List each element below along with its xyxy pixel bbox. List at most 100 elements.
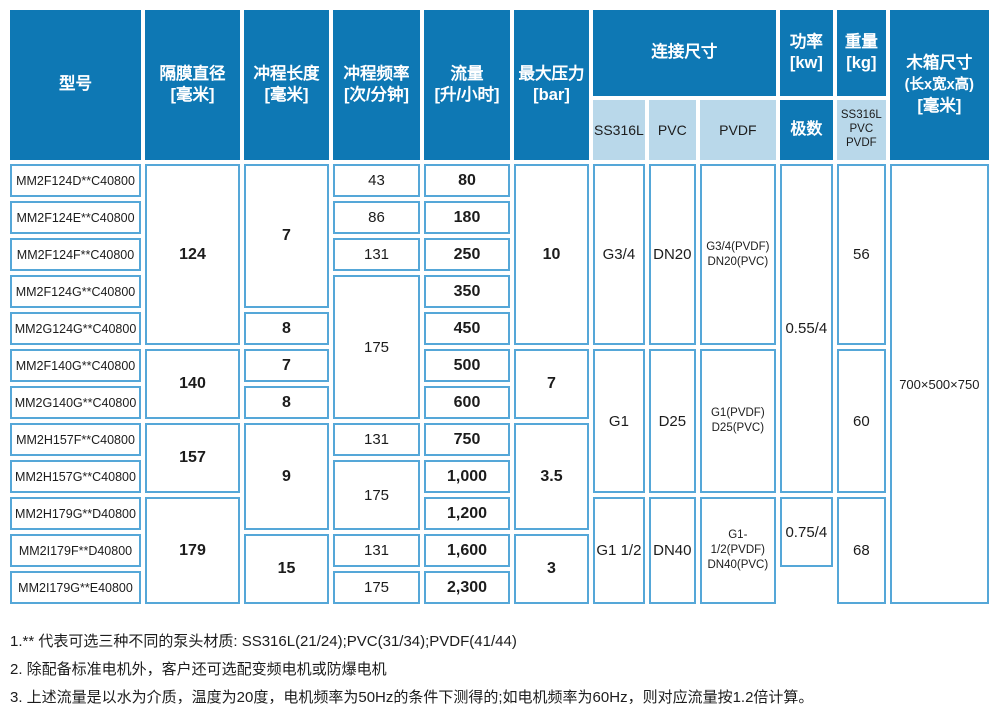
stroke-frequency-cell: 43 [333,164,420,197]
flow-cell: 450 [424,312,510,345]
conn-pvc-cell: DN40 [648,497,696,604]
weight-material-1: SS316L [840,109,882,122]
model-cell: MM2F124F**C40800 [10,238,141,271]
weight-unit: [kg] [846,54,877,72]
table-row: MM2I179F**D40800 15 131 1,600 3 [10,534,989,604]
subheader-poles: 极数 [779,100,833,160]
col-header-stroke-length: 冲程长度 [毫米] [244,10,329,160]
conn-pvc-cell: D25 [648,349,696,493]
col-header-power: 功率 [kw] [779,10,833,96]
col-header-flow: 流量 [升/小时] [424,10,510,160]
table-row: MM2H157G**C40800 175 1,000 [10,460,989,530]
box-unit: [毫米] [917,96,962,115]
pressure-cell: 10 [514,164,589,345]
flow-cell: 1,000 [424,460,510,493]
flow-cell: 1,200 [424,497,510,530]
connection-label: 连接尺寸 [651,43,718,62]
conn-pvdf-cell: G1-1/2(PVDF) DN40(PVC) [699,497,776,604]
flow-cell: 350 [424,275,510,308]
stroke-length-cell: 7 [244,349,329,382]
model-cell: MM2F124D**C40800 [10,164,141,197]
conn-pvdf-cell: G1(PVDF) D25(PVC) [699,349,776,493]
power-label: 功率 [789,32,823,51]
stroke-length-unit: [毫米] [264,86,309,104]
power-unit: [kw] [789,54,823,72]
table-row: MM2F140G**C40800 140 7 500 7 G1 D25 G1(PVDF) D2… [10,349,989,493]
footnotes: 1.** 代表可选三种不同的泵头材质: SS316L(21/24);PVC(31… [10,628,813,712]
stroke-freq-label: 冲程频率 [343,64,410,83]
table-row: MM2F124D**C40800 124 7 43 80 10 G3/4 DN20 G3/4(P… [10,164,989,604]
flow-cell: 80 [424,164,510,197]
model-cell: MM2G124G**C40800 [10,312,141,345]
conn-ss316l-cell: G1 [593,349,645,493]
col-header-max-pressure: 最大压力 [bar] [514,10,589,160]
flow-cell: 250 [424,238,510,271]
flow-cell: 600 [424,386,510,419]
col-header-connection: 连接尺寸 [593,10,776,96]
flow-cell: 500 [424,349,510,382]
stroke-length-cell: 7 [244,164,329,308]
model-cell: MM2G140G**C40800 [10,386,141,419]
col-header-model-label: 型号 [59,75,92,94]
table-row: MM2F124E**C40800 86 180 [10,201,989,234]
table-row: MM2F124F**C40800 131 250 [10,238,989,271]
flow-cell: 180 [424,201,510,234]
stroke-length-cell: 15 [244,534,329,604]
flow-cell: 2,300 [424,571,510,604]
weight-material-2: PVC [849,123,874,136]
weight-cell: 68 [836,497,886,604]
model-cell: MM2H157F**C40800 [10,423,141,456]
table-row: MM2H157F**C40800 157 9 131 750 3.5 [10,423,989,530]
pressure-cell: 3.5 [514,423,589,530]
footnote-2: 2. 除配备标准电机外，客户还可选配变频电机或防爆电机 [10,661,387,678]
flow-unit: [升/小时] [434,86,500,104]
stroke-length-cell: 8 [244,312,329,345]
pressure-cell: 7 [514,349,589,419]
model-cell: MM2H157G**C40800 [10,460,141,493]
stroke-frequency-cell: 131 [333,534,420,567]
max-pressure-label: 最大压力 [518,64,585,83]
subheader-pvc: PVC [648,100,696,160]
weight-cell: 60 [836,349,886,493]
pressure-cell: 3 [514,534,589,604]
table-header: 型号 隔膜直径 [毫米] 冲程长度 [毫米] 冲程频率 [次/分钟] 流量 [升… [10,10,989,160]
table-row: MM2G140G**C40800 8 600 [10,386,989,419]
table-row: MM2F124G**C40800 175 350 [10,275,989,419]
model-cell: MM2I179F**D40800 [10,534,141,567]
conn-ss316l-cell: G1 1/2 [593,497,645,604]
flow-label: 流量 [450,64,484,83]
flow-cell: 1,600 [424,534,510,567]
stroke-frequency-cell: 175 [333,275,420,419]
stroke-frequency-cell: 175 [333,460,420,530]
model-cell: MM2F124E**C40800 [10,201,141,234]
power-cell: 0.55/4 [779,164,833,493]
model-cell: MM2H179G**D40800 [10,497,141,530]
weight-cell: 56 [836,164,886,345]
header-row-main: 型号 隔膜直径 [毫米] 冲程长度 [毫米] 冲程频率 [次/分钟] 流量 [升… [10,10,989,160]
weight-material-3: PVDF [845,136,877,149]
diameter-cell: 157 [145,423,240,493]
footnote-1: 1.** 代表可选三种不同的泵头材质: SS316L(21/24);PVC(31… [10,633,517,650]
stroke-length-cell: 9 [244,423,329,530]
col-header-diaphragm: 隔膜直径 [毫米] [145,10,240,160]
stroke-frequency-cell: 86 [333,201,420,234]
col-header-stroke-frequency: 冲程频率 [次/分钟] [333,10,420,160]
stroke-length-cell: 8 [244,386,329,419]
table-body: MM2F124D**C40800 124 7 43 80 10 G3/4 DN20 G3/4(P… [10,164,989,604]
model-cell: MM2F140G**C40800 [10,349,141,382]
conn-pvdf-cell: G3/4(PVDF) DN20(PVC) [699,164,776,345]
diaphragm-label: 隔膜直径 [159,64,226,83]
table-row: MM2I179G**E40800 175 2,300 [10,571,989,604]
diameter-cell: 140 [145,349,240,419]
box-cell: 700×500×750 [889,164,989,604]
col-header-box: 木箱尺寸 (长x宽x高) [毫米] [889,10,989,160]
pump-spec-table: 型号 隔膜直径 [毫米] 冲程长度 [毫米] 冲程频率 [次/分钟] 流量 [升… [6,6,993,608]
table-row: MM2H179G**D40800 179 1,200 G1 1/2 DN40 G1-1/2… [10,497,989,604]
power-cell: 0.75/4 [779,497,833,567]
stroke-freq-unit: [次/分钟] [343,86,410,104]
diameter-cell: 124 [145,164,240,345]
model-cell: MM2F124G**C40800 [10,275,141,308]
conn-pvc-cell: DN20 [648,164,696,345]
stroke-length-label: 冲程长度 [253,64,320,83]
